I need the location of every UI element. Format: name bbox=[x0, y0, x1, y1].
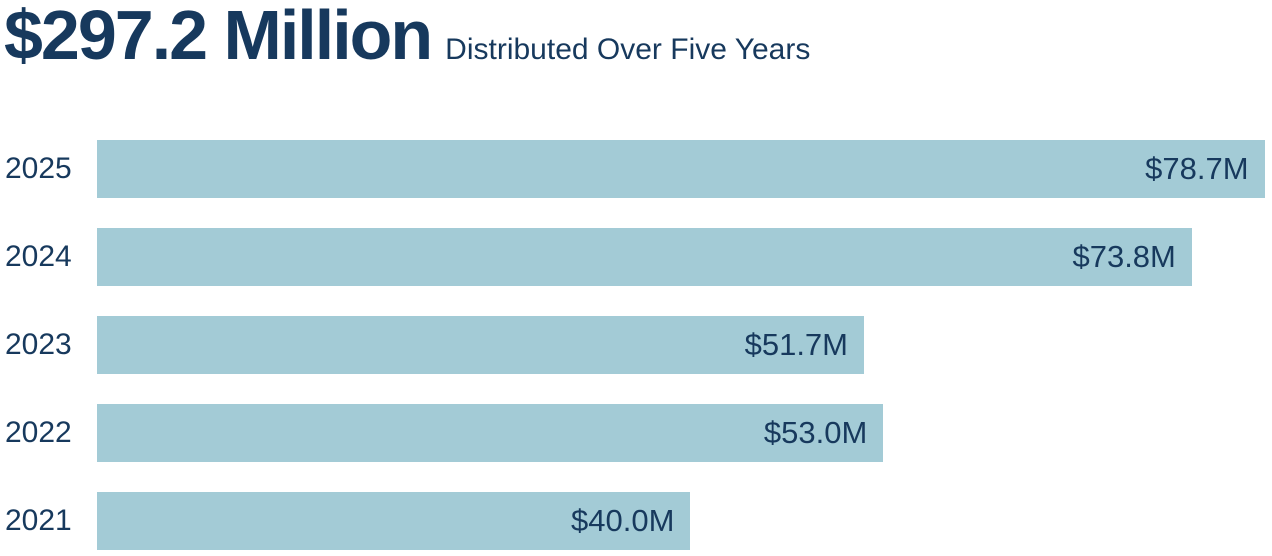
bar-2025: $78.7M bbox=[97, 140, 1265, 198]
chart-title-amount: $297.2 Million bbox=[4, 0, 433, 74]
year-label: 2023 bbox=[5, 328, 72, 361]
value-label: $51.7M bbox=[744, 327, 848, 362]
value-label: $53.0M bbox=[763, 415, 868, 450]
chart-subtitle: Distributed Over Five Years bbox=[445, 33, 811, 66]
bar-row-2023: 2023 $51.7M bbox=[0, 316, 1272, 374]
year-label: 2024 bbox=[5, 240, 72, 273]
chart-header: $297.2 Million Distributed Over Five Yea… bbox=[4, 0, 810, 70]
bar-track: $73.8M bbox=[97, 228, 1272, 286]
bar-2021: $40.0M bbox=[97, 492, 691, 550]
bar-chart: 2025 $78.7M 2024 $73.8M 2023 $51.7M bbox=[0, 140, 1272, 550]
value-label: $78.7M bbox=[1145, 151, 1249, 186]
bar-track: $53.0M bbox=[97, 404, 1272, 462]
bar-2024: $73.8M bbox=[97, 228, 1192, 286]
value-label: $40.0M bbox=[571, 503, 675, 538]
bar-track: $40.0M bbox=[97, 492, 1272, 550]
year-label: 2022 bbox=[5, 416, 72, 449]
year-label: 2025 bbox=[5, 152, 72, 185]
bar-track: $51.7M bbox=[97, 316, 1272, 374]
bar-row-2022: 2022 $53.0M bbox=[0, 404, 1272, 462]
bar-row-2024: 2024 $73.8M bbox=[0, 228, 1272, 286]
bar-row-2021: 2021 $40.0M bbox=[0, 492, 1272, 550]
bar-2022: $53.0M bbox=[97, 404, 884, 462]
year-label: 2021 bbox=[5, 504, 72, 537]
bar-2023: $51.7M bbox=[97, 316, 864, 374]
bar-row-2025: 2025 $78.7M bbox=[0, 140, 1272, 198]
value-label: $73.8M bbox=[1072, 239, 1176, 274]
bar-track: $78.7M bbox=[97, 140, 1272, 198]
